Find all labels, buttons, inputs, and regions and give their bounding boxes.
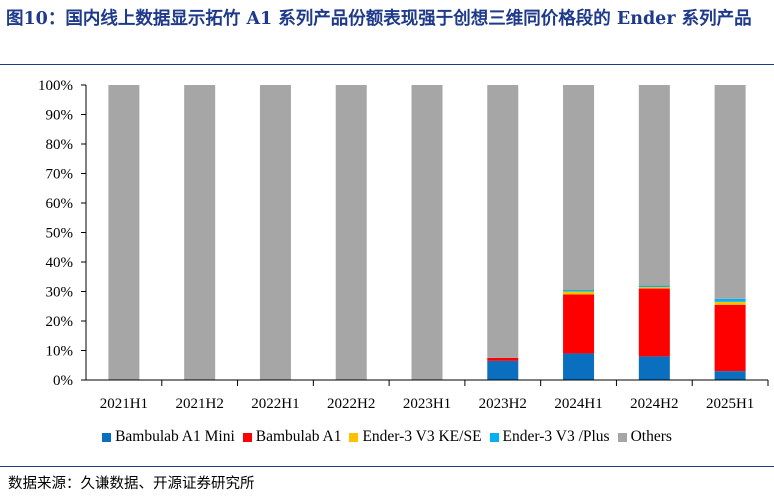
x-tick-label: 2024H1 (554, 396, 602, 412)
bar-segment-others-2022h1 (259, 85, 291, 380)
bar-segment-bambulab-a1-2024h1 (563, 294, 595, 354)
y-tick-label: 90% (46, 108, 74, 124)
legend: Bambulab A1 Mini Bambulab A1 Ender-3 V3 KE… (0, 428, 774, 447)
y-tick-label: 50% (46, 226, 74, 242)
bar-segment-bambulab-a1-mini-2024h2 (638, 356, 670, 380)
x-tick-label: 2021H2 (175, 396, 223, 412)
legend-item: Others (617, 428, 672, 446)
legend-item: Bambulab A1 (242, 428, 342, 446)
title-divider (0, 64, 774, 65)
source-note: 数据来源：久谦数据、开源证券研究所 (8, 476, 255, 492)
legend-swatch (617, 432, 627, 442)
x-tick-label: 2024H2 (630, 396, 678, 412)
y-tick-label: 0% (53, 373, 73, 389)
legend-swatch (349, 432, 359, 442)
x-tick-label: 2022H2 (327, 396, 375, 412)
bar-segment-bambulab-a1-mini-2025h1 (714, 371, 746, 380)
y-tick-label: 40% (46, 255, 74, 271)
y-tick-label: 60% (46, 196, 74, 212)
bar-segment-ender-3-v3-ke-se-2024h2 (638, 287, 670, 289)
y-tick-label: 80% (46, 137, 74, 153)
bar-segment-others-2021h1 (108, 85, 140, 380)
legend-item: Ender-3 V3 KE/SE (349, 428, 482, 446)
x-tick-label: 2023H2 (479, 396, 527, 412)
bar-segment-ender-3-v3-plus-2024h2 (638, 285, 670, 288)
bar-segment-bambulab-a1-2023h2 (487, 357, 519, 361)
legend-label: Bambulab A1 Mini (115, 428, 235, 445)
x-tick-label: 2021H1 (100, 396, 148, 412)
bar-segment-bambulab-a1-mini-2024h1 (563, 353, 595, 380)
legend-swatch (102, 432, 112, 442)
x-axis: 2021H1 2021H2 2022H1 2022H2 2023H1 2023H2 2024… (86, 379, 769, 412)
y-tick-label: 100% (38, 78, 73, 94)
y-axis: 0% 10% 20% 30% 40% 50% 60% 70% 80% 90% 100% (38, 78, 87, 389)
bar-segment-others-2022h2 (335, 85, 367, 380)
bar-segment-others-2025h1 (714, 85, 746, 299)
bars (108, 85, 746, 380)
stacked-bar-chart: 0% 10% 20% 30% 40% 50% 60% 70% 80% 90% 100% 2021H1… (38, 78, 769, 412)
y-tick-label: 70% (46, 167, 74, 183)
bar-segment-others-2023h2 (487, 85, 519, 358)
bar-segment-ender-3-v3-plus-2025h1 (714, 298, 746, 302)
y-tick-label: 10% (46, 344, 74, 360)
bar-segment-others-2023h1 (411, 85, 443, 380)
bar-segment-bambulab-a1-2025h1 (714, 304, 746, 372)
x-tick-label: 2022H1 (251, 396, 299, 412)
bar-segment-ender-3-v3-plus-2024h1 (563, 290, 595, 292)
legend-item: Bambulab A1 Mini (102, 428, 235, 446)
legend-swatch (242, 432, 252, 442)
bar-segment-others-2021h2 (184, 85, 216, 380)
bar-segment-bambulab-a1-mini-2023h2 (487, 360, 519, 380)
y-tick-label: 30% (46, 285, 74, 301)
bar-segment-others-2024h1 (563, 85, 595, 291)
source-divider (0, 466, 774, 467)
bar-segment-ender-3-v3-ke-se-2025h1 (714, 301, 746, 305)
legend-label: Ender-3 V3 /Plus (502, 428, 610, 445)
legend-label: Bambulab A1 (255, 428, 342, 445)
bar-segment-ender-3-v3-ke-se-2024h1 (563, 291, 595, 295)
bar-segment-bambulab-a1-2024h2 (638, 288, 670, 357)
chart-title: 图10：国内线上数据显示拓竹 A1 系列产品份额表现强于创想三维同价格段的 En… (6, 9, 752, 29)
legend-item: Ender-3 V3 /Plus (489, 428, 610, 446)
x-tick-label: 2025H1 (706, 396, 754, 412)
legend-label: Ender-3 V3 KE/SE (362, 428, 482, 445)
legend-label: Others (630, 428, 672, 445)
y-tick-label: 20% (46, 314, 74, 330)
legend-swatch (489, 432, 499, 442)
bar-segment-others-2024h2 (638, 85, 670, 286)
x-tick-label: 2023H1 (403, 396, 451, 412)
